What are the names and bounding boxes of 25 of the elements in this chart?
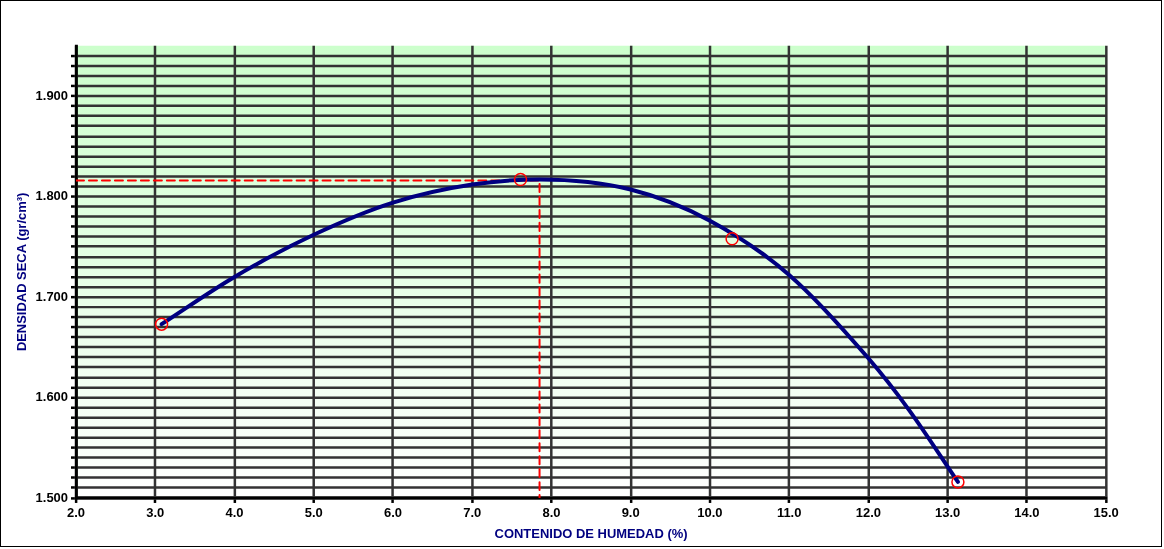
x-axis-title: CONTENIDO DE HUMEDAD (%) bbox=[494, 525, 688, 541]
y-tick-label: 1.700 bbox=[35, 288, 69, 304]
x-tick-label: 6.0 bbox=[383, 505, 402, 521]
y-axis-title: DENSIDAD SECA (gr/cm³) bbox=[14, 192, 30, 352]
point bbox=[951, 475, 965, 489]
y-tick-label: 1.800 bbox=[35, 188, 69, 204]
x-tick-label: 7.0 bbox=[463, 505, 482, 521]
x-tick-label: 15.0 bbox=[1093, 505, 1119, 521]
y-tick-label: 1.600 bbox=[35, 389, 69, 405]
point bbox=[154, 317, 169, 331]
x-tick-label: 11.0 bbox=[776, 505, 802, 521]
x-tick-label: 8.0 bbox=[542, 505, 561, 521]
x-tick-label: 9.0 bbox=[621, 505, 640, 521]
point bbox=[725, 232, 739, 246]
x-tick-label: 10.0 bbox=[697, 505, 723, 521]
x-tick-label: 5.0 bbox=[304, 505, 323, 521]
x-tick-label: 2.0 bbox=[66, 505, 86, 521]
x-tick-label: 12.0 bbox=[855, 505, 881, 521]
x-tick-label: 3.0 bbox=[146, 505, 165, 521]
y-tick-label: 1.900 bbox=[35, 87, 69, 103]
point bbox=[513, 172, 528, 187]
x-tick-label: 4.0 bbox=[225, 505, 244, 521]
x-tick-label: 13.0 bbox=[935, 505, 961, 521]
y-tick-label: 1.500 bbox=[35, 489, 69, 505]
x-tick-label: 14.0 bbox=[1014, 505, 1040, 521]
